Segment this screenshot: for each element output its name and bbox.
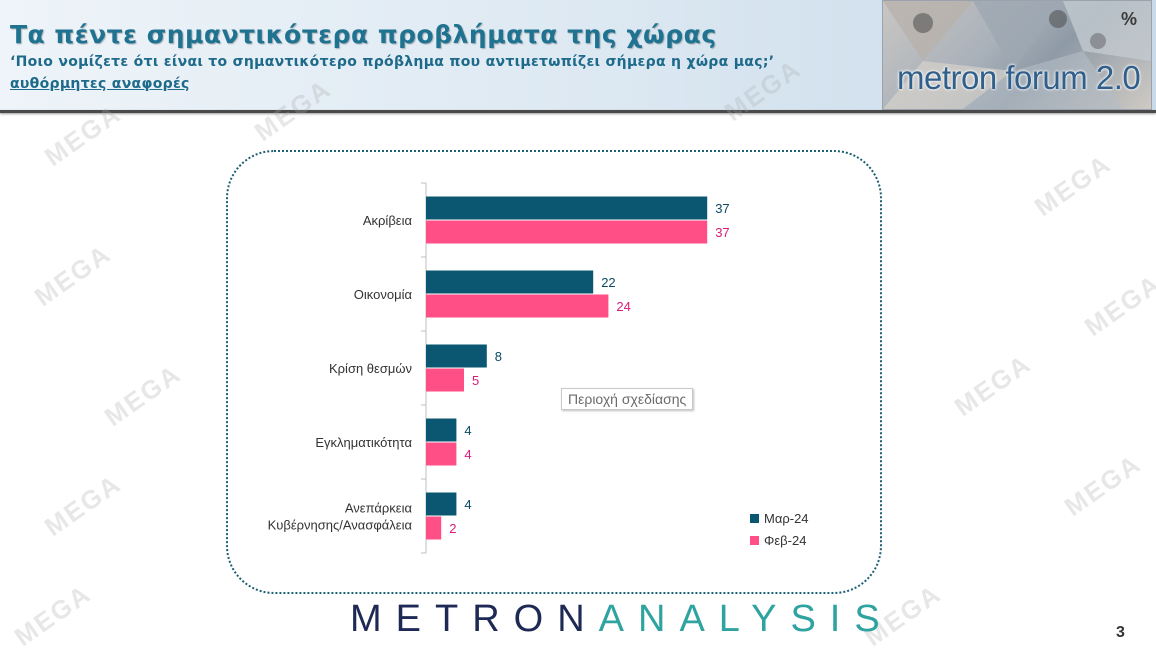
category-label: Οικονομία [354, 287, 413, 302]
bar-feb [426, 294, 609, 318]
bar-feb [426, 220, 708, 244]
metron-analysis-logo: METRONANALYSIS [350, 598, 894, 641]
chart-frame [226, 150, 882, 594]
category-label: Ανεπάρκεια [345, 501, 413, 516]
data-label: 24 [616, 299, 630, 314]
page-number: 3 [1116, 624, 1125, 641]
bar-mar [426, 418, 457, 442]
category-label: Ακρίβεια [363, 213, 413, 228]
data-label: 4 [464, 447, 471, 462]
bar-feb [426, 368, 464, 392]
data-label: 22 [601, 275, 615, 290]
data-label: 4 [464, 497, 471, 512]
legend-label: Φεβ-24 [764, 533, 806, 548]
logo-background-icon [883, 1, 1151, 109]
response-type-note: αυθόρμητες αναφορές [10, 76, 190, 92]
logo-text: metron forum 2.0 [897, 59, 1141, 96]
bar-mar [426, 492, 457, 516]
data-label: 37 [715, 201, 729, 216]
data-label: 4 [464, 423, 471, 438]
category-label: Κρίση θεσμών [329, 361, 412, 376]
data-label: 37 [715, 225, 729, 240]
bar-feb [426, 442, 457, 466]
question-subtitle: ‘Ποιο νομίζετε ότι είναι το σημαντικότερ… [10, 54, 775, 70]
bar-feb [426, 516, 442, 540]
legend-swatch [750, 536, 759, 545]
bar-mar [426, 344, 487, 368]
brand-part1: METRON [350, 598, 599, 640]
data-label: 8 [495, 349, 502, 364]
data-label: 5 [472, 373, 479, 388]
page-title: Τα πέντε σημαντικότερα προβλήματα της χώ… [10, 20, 717, 49]
category-label: Κυβέρνησης/Ανασφάλεια [268, 518, 413, 533]
header-divider [0, 110, 1156, 113]
brand-part2: ANALYSIS [598, 598, 894, 640]
legend-label: Μαρ-24 [764, 511, 809, 526]
data-label: 2 [449, 521, 456, 536]
plot-area-tooltip: Περιοχή σχεδίασης [561, 388, 694, 410]
percent-symbol: % [1120, 9, 1137, 29]
bar-mar [426, 196, 708, 220]
legend-swatch [750, 514, 759, 523]
bar-mar [426, 270, 594, 294]
category-label: Εγκληματικότητα [315, 435, 412, 450]
metron-forum-logo: % metron forum 2.0 [882, 0, 1152, 110]
